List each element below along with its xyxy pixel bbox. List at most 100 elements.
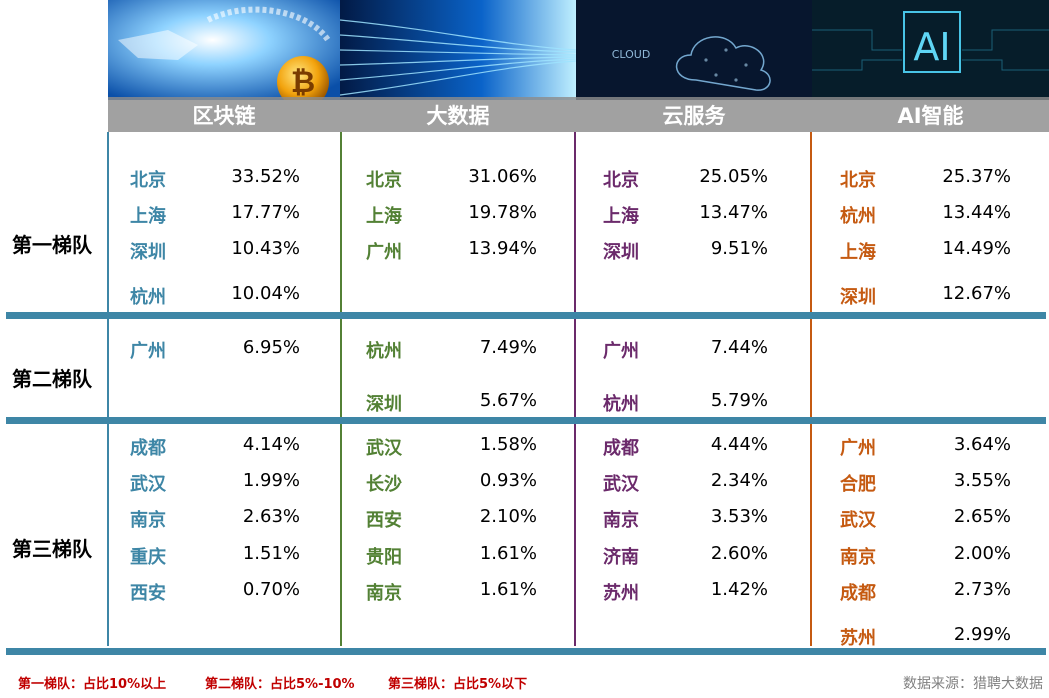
city-blockchain: 西安 xyxy=(130,583,166,604)
share-value: 17.77% xyxy=(231,202,300,223)
city-cloud: 北京 xyxy=(603,170,639,191)
share-value: 10.43% xyxy=(231,238,300,259)
city-blockchain: 深圳 xyxy=(130,242,166,263)
share-value: 0.93% xyxy=(479,470,537,491)
tier-separator-2 xyxy=(6,417,1046,424)
city-cloud: 上海 xyxy=(603,206,639,227)
city-bigdata: 贵阳 xyxy=(366,547,402,568)
city-blockchain: 武汉 xyxy=(130,474,166,495)
city-bigdata: 西安 xyxy=(366,510,402,531)
share-value: 33.52% xyxy=(231,166,300,187)
city-cloud: 深圳 xyxy=(603,242,639,263)
ai-image-text: AI xyxy=(913,25,950,69)
share-value: 13.94% xyxy=(468,238,537,259)
share-value: 2.63% xyxy=(242,506,300,527)
col-rule-bigdata xyxy=(340,132,342,646)
city-blockchain: 杭州 xyxy=(130,287,166,308)
share-value: 6.95% xyxy=(242,337,300,358)
share-value: 1.51% xyxy=(242,543,300,564)
share-value: 13.44% xyxy=(942,202,1011,223)
share-value: 9.51% xyxy=(710,238,768,259)
city-ai: 苏州 xyxy=(840,628,876,649)
col-rule-ai xyxy=(810,132,812,646)
share-value: 2.00% xyxy=(953,543,1011,564)
share-value: 0.70% xyxy=(242,579,300,600)
city-bigdata: 北京 xyxy=(366,170,402,191)
share-value: 1.99% xyxy=(242,470,300,491)
city-ai: 合肥 xyxy=(840,474,876,495)
col-title-bigdata: 大数据 xyxy=(340,97,576,132)
share-value: 1.61% xyxy=(479,579,537,600)
city-ai: 上海 xyxy=(840,242,876,263)
share-value: 7.44% xyxy=(710,337,768,358)
city-ai: 南京 xyxy=(840,547,876,568)
city-bigdata: 杭州 xyxy=(366,341,402,362)
cloud-image: CLOUD xyxy=(576,0,812,100)
legend-tier-3: 第三梯队：占比5%以下 xyxy=(388,677,528,692)
city-bigdata: 广州 xyxy=(366,242,402,263)
city-blockchain: 广州 xyxy=(130,341,166,362)
svg-text:₿: ₿ xyxy=(291,65,315,100)
share-value: 1.58% xyxy=(479,434,537,455)
share-value: 2.60% xyxy=(710,543,768,564)
share-value: 10.04% xyxy=(231,283,300,304)
city-ai: 广州 xyxy=(840,438,876,459)
data-source: 数据来源：猎聘大数据 xyxy=(903,676,1043,692)
header-bigdata: 大数据 xyxy=(340,0,576,132)
share-value: 1.61% xyxy=(479,543,537,564)
ai-chip-image: AI xyxy=(812,0,1049,100)
share-value: 2.99% xyxy=(953,624,1011,645)
city-bigdata: 长沙 xyxy=(366,474,402,495)
tier-label-1: 第一梯队 xyxy=(12,233,92,257)
share-value: 5.79% xyxy=(710,390,768,411)
share-value: 2.10% xyxy=(479,506,537,527)
share-value: 25.37% xyxy=(942,166,1011,187)
share-value: 31.06% xyxy=(468,166,537,187)
share-value: 14.49% xyxy=(942,238,1011,259)
city-ai: 深圳 xyxy=(840,287,876,308)
data-stream-image xyxy=(340,0,576,100)
share-value: 5.67% xyxy=(479,390,537,411)
city-cloud: 苏州 xyxy=(603,583,639,604)
city-bigdata: 深圳 xyxy=(366,394,402,415)
legend-tier-2: 第二梯队：占比5%-10% xyxy=(205,677,355,692)
col-rule-blockchain xyxy=(107,132,109,646)
share-value: 12.67% xyxy=(942,283,1011,304)
share-value: 13.47% xyxy=(699,202,768,223)
city-bigdata: 上海 xyxy=(366,206,402,227)
tier-label-2: 第二梯队 xyxy=(12,367,92,391)
cloud-image-text: CLOUD xyxy=(612,48,651,61)
col-title-cloud: 云服务 xyxy=(576,97,812,132)
city-cloud: 南京 xyxy=(603,510,639,531)
share-value: 19.78% xyxy=(468,202,537,223)
header-ai: AI AI智能 xyxy=(812,0,1049,132)
city-blockchain: 重庆 xyxy=(130,547,166,568)
share-value: 3.53% xyxy=(710,506,768,527)
city-bigdata: 武汉 xyxy=(366,438,402,459)
city-bigdata: 南京 xyxy=(366,583,402,604)
share-value: 1.42% xyxy=(710,579,768,600)
col-rule-cloud xyxy=(574,132,576,646)
tier-separator-3 xyxy=(6,648,1046,655)
share-value: 4.44% xyxy=(710,434,768,455)
share-value: 4.14% xyxy=(242,434,300,455)
share-value: 3.64% xyxy=(953,434,1011,455)
share-value: 7.49% xyxy=(479,337,537,358)
legend-tier-1: 第一梯队：占比10%以上 xyxy=(18,677,167,692)
col-title-ai: AI智能 xyxy=(812,97,1049,132)
share-value: 2.65% xyxy=(953,506,1011,527)
bitcoin-globe-image: ₿ xyxy=(108,0,340,100)
city-ai: 北京 xyxy=(840,170,876,191)
share-value: 3.55% xyxy=(953,470,1011,491)
share-value: 25.05% xyxy=(699,166,768,187)
share-value: 2.73% xyxy=(953,579,1011,600)
city-blockchain: 北京 xyxy=(130,170,166,191)
city-ai: 成都 xyxy=(840,583,876,604)
share-value: 2.34% xyxy=(710,470,768,491)
header-cloud: CLOUD 云服务 xyxy=(576,0,812,132)
city-blockchain: 成都 xyxy=(130,438,166,459)
city-cloud: 成都 xyxy=(603,438,639,459)
city-blockchain: 上海 xyxy=(130,206,166,227)
tier-label-3: 第三梯队 xyxy=(12,537,92,561)
header-blockchain: ₿ 区块链 xyxy=(108,0,340,132)
